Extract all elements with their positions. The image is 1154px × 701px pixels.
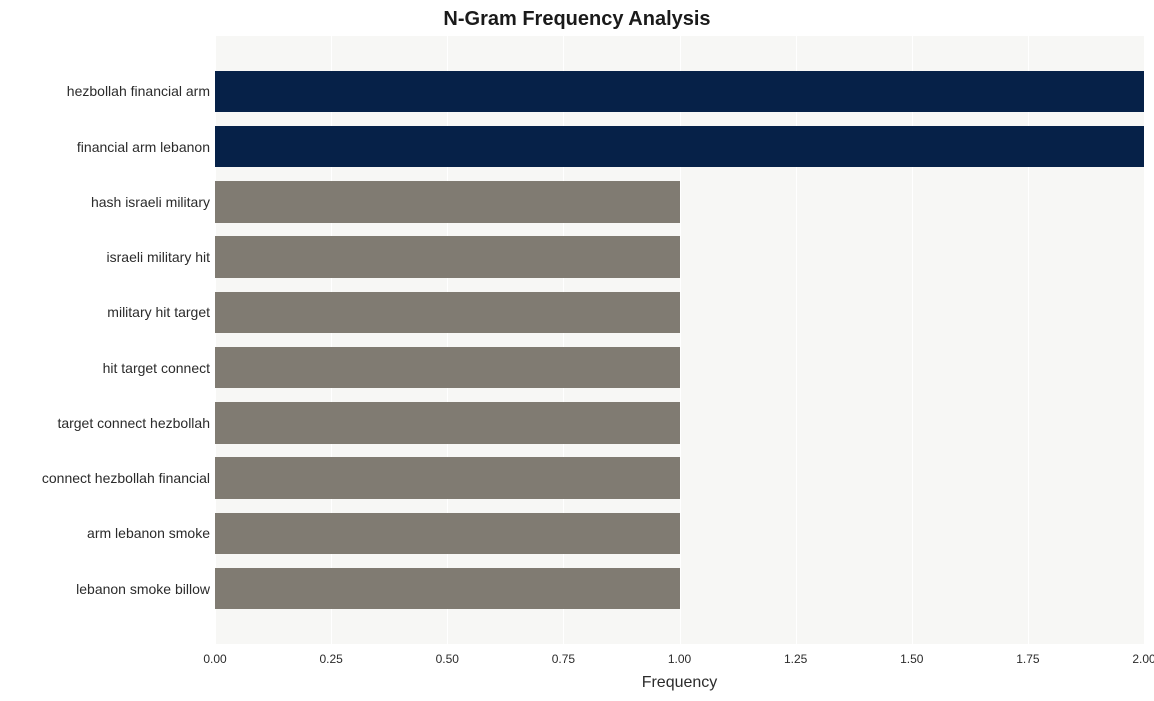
bar (215, 402, 680, 443)
y-tick-label: lebanon smoke billow (76, 581, 210, 597)
bar (215, 126, 1144, 167)
x-tick-label: 1.00 (668, 652, 691, 666)
bar (215, 292, 680, 333)
y-tick-label: arm lebanon smoke (87, 525, 210, 541)
x-tick-label: 0.50 (436, 652, 459, 666)
plot-area (215, 36, 1144, 644)
bar (215, 457, 680, 498)
x-tick-label: 0.00 (203, 652, 226, 666)
y-tick-label: hezbollah financial arm (67, 83, 210, 99)
bar (215, 347, 680, 388)
x-tick-label: 1.25 (784, 652, 807, 666)
x-tick-label: 1.75 (1016, 652, 1039, 666)
x-tick-label: 2.00 (1132, 652, 1154, 666)
bar (215, 236, 680, 277)
bar (215, 513, 680, 554)
x-axis-label: Frequency (215, 674, 1144, 692)
chart-container: N-Gram Frequency Analysis Frequency hezb… (0, 0, 1154, 701)
y-tick-label: israeli military hit (107, 249, 210, 265)
y-tick-label: financial arm lebanon (77, 139, 210, 155)
y-tick-label: military hit target (107, 304, 210, 320)
y-tick-label: target connect hezbollah (57, 415, 210, 431)
bar (215, 181, 680, 222)
x-tick-label: 1.50 (900, 652, 923, 666)
bar (215, 71, 1144, 112)
chart-title: N-Gram Frequency Analysis (0, 8, 1154, 31)
x-tick-label: 0.25 (319, 652, 342, 666)
bar (215, 568, 680, 609)
x-tick-label: 0.75 (552, 652, 575, 666)
y-tick-label: hash israeli military (91, 194, 210, 210)
y-tick-label: connect hezbollah financial (42, 470, 210, 486)
grid-line (1144, 36, 1145, 644)
y-tick-label: hit target connect (103, 360, 210, 376)
